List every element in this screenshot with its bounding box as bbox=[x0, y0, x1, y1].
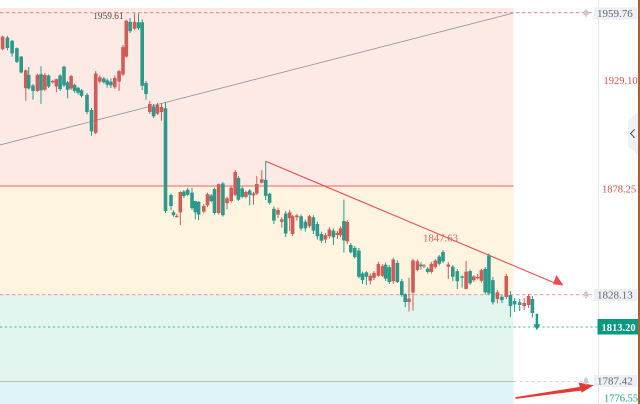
svg-text:1813.20: 1813.20 bbox=[602, 323, 636, 334]
svg-text:1878.25: 1878.25 bbox=[602, 185, 636, 196]
svg-text:1959.76: 1959.76 bbox=[597, 8, 633, 20]
svg-text:1847.63: 1847.63 bbox=[423, 232, 458, 244]
svg-text:1787.42: 1787.42 bbox=[597, 376, 633, 388]
svg-text:1828.13: 1828.13 bbox=[597, 290, 633, 302]
svg-text:1959.61: 1959.61 bbox=[93, 12, 124, 22]
svg-text:1776.55: 1776.55 bbox=[604, 394, 638, 404]
svg-text:1929.10: 1929.10 bbox=[604, 76, 638, 87]
